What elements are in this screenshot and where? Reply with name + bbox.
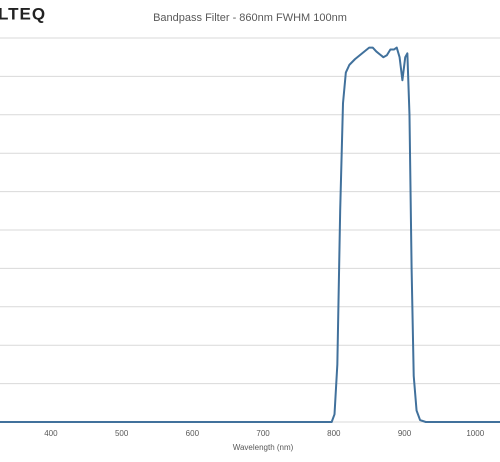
x-tick-label: 600	[186, 429, 200, 438]
x-axis-label: Wavelength (nm)	[233, 443, 294, 452]
brand-logo: LTEQ	[0, 4, 46, 23]
x-tick-label: 500	[115, 429, 129, 438]
chart-title: Bandpass Filter - 860nm FWHM 100nm	[153, 12, 347, 24]
x-tick-label: 900	[398, 429, 412, 438]
x-tick-label: 800	[327, 429, 341, 438]
x-tick-label: 1000	[466, 429, 484, 438]
x-tick-label: 400	[44, 429, 58, 438]
data-line	[0, 46, 500, 423]
x-tick-label: 700	[256, 429, 270, 438]
